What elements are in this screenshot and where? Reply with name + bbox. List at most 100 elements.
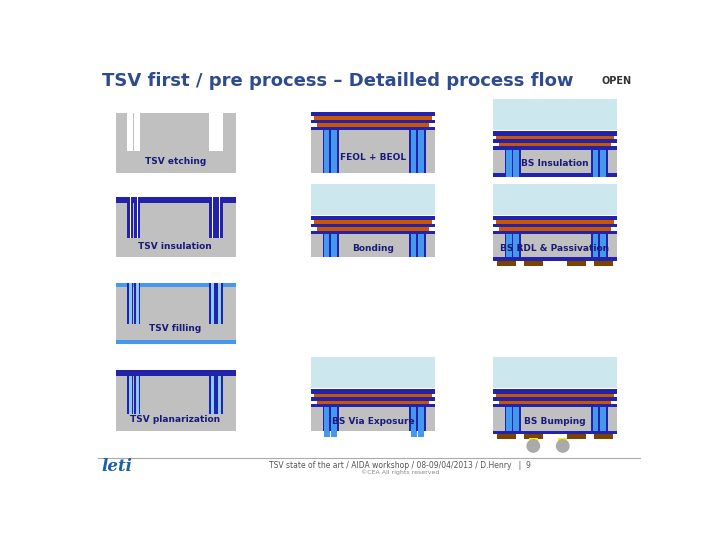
Bar [493, 131, 617, 136]
Bar [594, 434, 613, 439]
Bar [496, 136, 614, 139]
Bar [330, 130, 332, 173]
Bar [416, 408, 418, 430]
Bar [311, 127, 435, 130]
Bar [134, 197, 140, 238]
Bar [519, 234, 521, 257]
Bar [331, 430, 337, 437]
Bar [519, 150, 521, 177]
Bar [314, 394, 432, 397]
Bar [216, 284, 218, 325]
Bar [493, 408, 617, 430]
Bar [593, 234, 599, 257]
Bar [330, 408, 331, 430]
Bar [424, 130, 426, 173]
Bar [411, 130, 417, 173]
Bar [116, 197, 235, 257]
Bar [496, 220, 614, 224]
Bar [311, 357, 435, 388]
Bar [211, 376, 214, 414]
Bar [211, 284, 214, 325]
Bar [416, 234, 418, 257]
Bar [499, 401, 611, 404]
Bar [528, 438, 538, 441]
Bar [513, 234, 514, 257]
Bar [317, 401, 428, 404]
Bar [493, 150, 617, 173]
Bar [599, 408, 600, 430]
Circle shape [527, 440, 539, 452]
Bar [311, 224, 435, 227]
Bar [417, 234, 418, 257]
Bar [311, 184, 435, 215]
Bar [324, 130, 330, 173]
Bar [493, 224, 617, 227]
Bar [418, 234, 424, 257]
Bar [493, 357, 617, 388]
Bar [411, 234, 417, 257]
Text: TSV etching: TSV etching [145, 157, 206, 166]
Bar [606, 234, 608, 257]
Bar [324, 408, 330, 430]
Bar [136, 284, 139, 325]
Bar [311, 397, 435, 401]
Bar [513, 150, 519, 177]
Bar [493, 404, 617, 408]
Bar [216, 376, 218, 414]
Bar [330, 130, 331, 173]
Bar [210, 376, 211, 414]
Text: FEOL + BEOL: FEOL + BEOL [340, 153, 406, 161]
Bar [593, 408, 599, 430]
Bar [599, 234, 600, 257]
Bar [499, 227, 611, 231]
Bar [411, 430, 417, 437]
Bar [424, 234, 426, 257]
Bar [505, 150, 506, 177]
Bar [221, 284, 222, 325]
Bar [221, 376, 222, 414]
Bar [506, 408, 513, 430]
Bar [496, 394, 614, 397]
Bar [311, 404, 435, 408]
Bar [493, 184, 617, 215]
Bar [311, 234, 435, 257]
Bar [127, 284, 129, 325]
Bar [324, 430, 330, 437]
Bar [116, 340, 235, 343]
Bar [598, 150, 600, 177]
Bar [218, 376, 221, 414]
Text: OPEN: OPEN [601, 76, 631, 86]
Bar [116, 284, 235, 287]
Bar [127, 376, 129, 414]
Bar [132, 376, 133, 414]
Bar [216, 197, 219, 238]
Circle shape [557, 440, 569, 452]
Text: TSV insulation: TSV insulation [138, 242, 212, 251]
Bar [416, 130, 418, 173]
Bar [136, 376, 139, 414]
Bar [330, 234, 332, 257]
Bar [214, 376, 215, 414]
Bar [216, 197, 222, 238]
Bar [311, 112, 435, 117]
Bar [323, 408, 324, 430]
Text: BS Bumping: BS Bumping [524, 417, 586, 426]
Bar [337, 130, 339, 173]
Bar [134, 112, 140, 151]
Bar [330, 408, 332, 430]
Bar [606, 150, 608, 177]
Bar [311, 130, 435, 173]
Bar [311, 215, 435, 220]
Bar [591, 234, 593, 257]
Bar [567, 261, 586, 266]
Bar [129, 376, 132, 414]
Bar [210, 197, 212, 238]
Bar [220, 197, 222, 238]
Bar [134, 376, 136, 414]
Bar [331, 130, 337, 173]
Bar [512, 234, 513, 257]
Bar [600, 408, 606, 430]
Bar [600, 150, 606, 177]
Bar [524, 434, 544, 439]
Text: TSV first / pre process – Detailled process flow: TSV first / pre process – Detailled proc… [102, 72, 573, 91]
